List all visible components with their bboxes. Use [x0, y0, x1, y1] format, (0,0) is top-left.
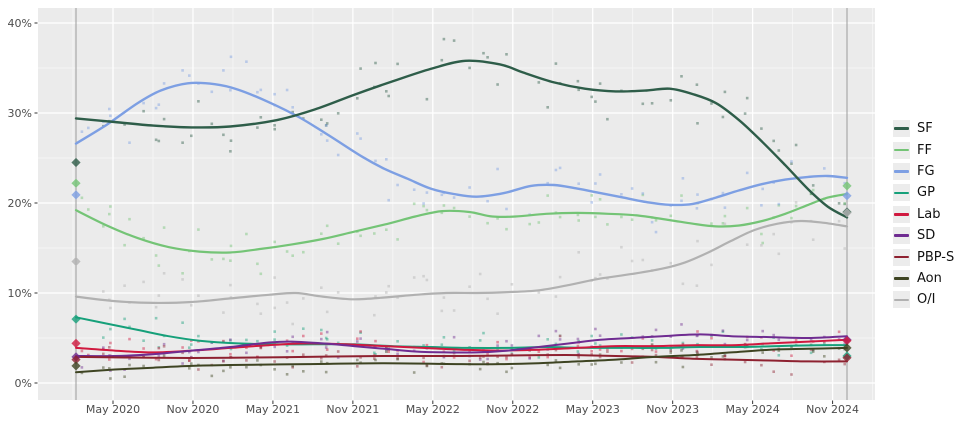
legend-item-GP: GP — [893, 182, 954, 203]
x-tick-label: Nov 2024 — [806, 403, 859, 416]
trend-line-O/I — [74, 219, 849, 305]
legend-line-swatch — [894, 277, 909, 280]
result-diamond-Aon — [842, 343, 852, 353]
legend-key — [893, 269, 910, 287]
legend-item-SD: SD — [893, 225, 954, 246]
trend-line-FG — [74, 81, 849, 207]
legend-line-swatch — [894, 170, 909, 173]
result-diamond-FG — [842, 191, 852, 201]
result-diamond-SF — [71, 157, 81, 168]
result-diamond-Lab — [842, 336, 852, 346]
y-tick-label: 20% — [8, 197, 32, 210]
chart-legend: SF FF FG GP Lab SD PBP-S Aon O/I — [893, 118, 954, 311]
legend-item-PBP-S: PBP-S — [893, 246, 954, 267]
y-tick-label: 10% — [8, 287, 32, 300]
result-diamond-Aon — [71, 361, 81, 371]
result-diamond-O/I — [842, 208, 852, 218]
legend-key — [893, 162, 910, 180]
trend-line-SF — [74, 59, 849, 219]
trend-line-Aon — [75, 346, 848, 374]
legend-label: PBP-S — [917, 249, 955, 265]
legend-label: O/I — [917, 292, 936, 308]
legend-line-swatch — [894, 234, 909, 237]
legend-line-swatch — [894, 255, 909, 259]
x-tick-label: Nov 2020 — [166, 403, 219, 416]
legend-label: SD — [917, 228, 936, 244]
y-tick-label: 30% — [8, 107, 32, 120]
legend-line-swatch — [894, 191, 909, 195]
legend-item-O/I: O/I — [893, 289, 954, 310]
legend-label: FG — [917, 163, 935, 179]
trend-line-SD — [75, 333, 848, 358]
legend-key — [893, 120, 910, 138]
x-tick-label: Nov 2023 — [646, 403, 699, 416]
legend-label: GP — [917, 185, 935, 201]
legend-key — [893, 141, 910, 159]
trend-line-PBP-S — [75, 354, 848, 363]
trend-line-GP — [75, 316, 848, 349]
x-tick-label: May 2022 — [406, 403, 460, 416]
election-result-markers — [71, 157, 852, 371]
result-diamond-PBP-S — [71, 355, 81, 365]
result-diamond-FF — [842, 181, 852, 191]
legend-line-swatch — [894, 148, 909, 152]
trend-line-FF — [74, 192, 849, 254]
legend-item-FF: FF — [893, 139, 954, 160]
y-tick-label: 0% — [15, 377, 32, 390]
legend-line-swatch — [894, 212, 909, 216]
axes: May 2020 Nov 2020 May 2021 Nov 2021 May 2022… — [8, 17, 860, 416]
legend-item-Lab: Lab — [893, 204, 954, 225]
x-tick-label: Nov 2022 — [486, 403, 539, 416]
legend-line-swatch — [894, 127, 909, 130]
scatter-GP — [102, 316, 826, 359]
legend-label: Lab — [917, 206, 941, 222]
x-tick-label: May 2023 — [566, 403, 620, 416]
x-tick-label: May 2024 — [726, 403, 780, 416]
legend-key — [893, 184, 910, 202]
legend-key — [893, 248, 910, 266]
result-diamond-GP — [71, 314, 81, 324]
result-diamond-Lab — [71, 338, 81, 348]
result-diamond-PBP-S — [842, 353, 852, 363]
legend-line-swatch — [894, 298, 909, 302]
plot-panel — [38, 8, 875, 400]
legend-label: SF — [917, 121, 933, 137]
result-diamond-FF — [71, 178, 81, 188]
x-tick-label: Nov 2021 — [326, 403, 379, 416]
election-day-lines — [75, 8, 848, 400]
legend-key — [893, 291, 910, 309]
legend-item-SF: SF — [893, 118, 954, 139]
legend-key — [893, 205, 910, 223]
legend-key — [893, 227, 910, 245]
x-tick-label: May 2021 — [246, 403, 300, 416]
result-diamond-FG — [71, 190, 81, 200]
y-tick-label: 40% — [8, 17, 32, 30]
legend-label: FF — [917, 142, 932, 158]
legend-item-FG: FG — [893, 161, 954, 182]
x-tick-label: May 2020 — [86, 403, 140, 416]
result-diamond-O/I — [71, 256, 81, 267]
legend-item-Aon: Aon — [893, 268, 954, 289]
legend-label: Aon — [917, 270, 942, 286]
